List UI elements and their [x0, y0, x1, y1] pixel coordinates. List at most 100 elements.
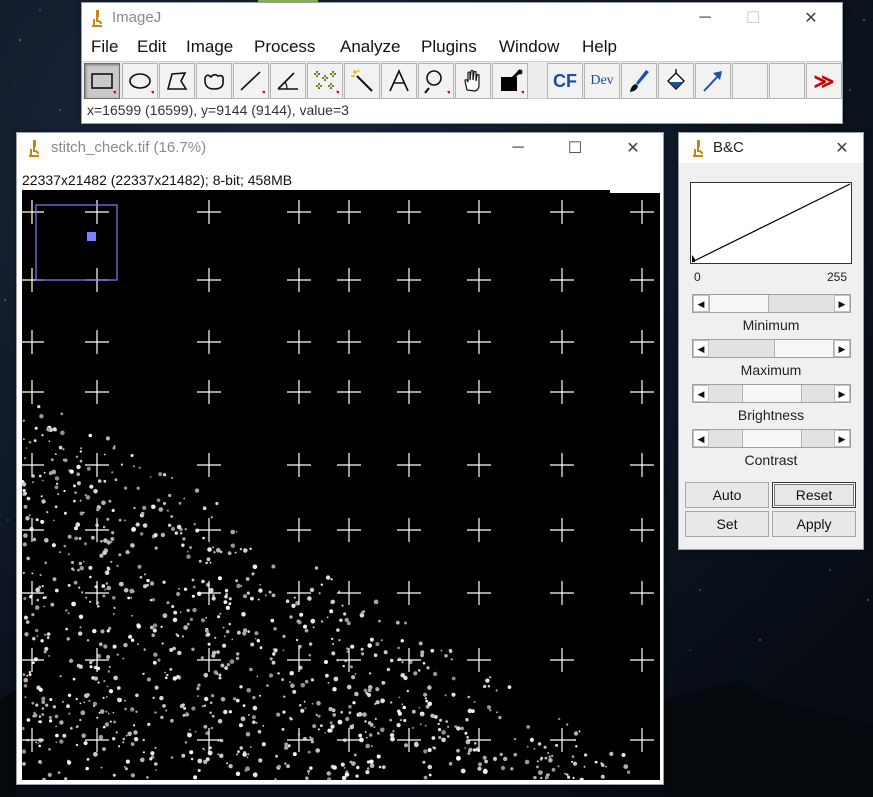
right-arrow-icon[interactable]: ▶	[834, 385, 850, 402]
grid-cross	[337, 581, 361, 605]
grid-cross	[85, 581, 109, 605]
minimum-slider[interactable]: ◀ ▶	[692, 294, 851, 313]
slider-thumb[interactable]	[709, 295, 769, 312]
right-arrow-icon[interactable]: ▶	[834, 430, 850, 447]
multipoint-tool[interactable]	[307, 63, 343, 99]
magnifier-tool[interactable]	[418, 63, 454, 99]
rectangle-tool[interactable]	[84, 63, 120, 99]
minimize-icon: ─	[699, 9, 711, 26]
grid-cross	[85, 518, 109, 542]
menu-file[interactable]: File	[91, 37, 119, 56]
image-close-button[interactable]: ✕	[610, 133, 656, 163]
slider-thumb[interactable]	[741, 385, 802, 402]
grid-cross	[197, 728, 221, 752]
contrast-label: Contrast	[744, 452, 798, 468]
image-titlebar[interactable]: stitch_check.tif (16.7%) ─ ☐ ✕	[17, 133, 663, 163]
close-button[interactable]: ✕	[788, 3, 834, 33]
grid-cross	[337, 380, 361, 404]
image-maximize-button[interactable]: ☐	[552, 133, 598, 163]
minimize-icon: ─	[512, 139, 524, 156]
left-arrow-icon[interactable]: ◀	[693, 430, 709, 447]
auto-button[interactable]: Auto	[685, 482, 769, 508]
left-arrow-icon[interactable]: ◀	[693, 295, 709, 312]
grid-cross	[467, 581, 491, 605]
grid-cross	[550, 330, 574, 354]
more-tools-menu[interactable]: ≫	[806, 63, 842, 99]
main-titlebar[interactable]: ImageJ ─ ☐ ✕	[82, 3, 842, 33]
image-minimize-button[interactable]: ─	[495, 133, 541, 163]
maximize-icon: ☐	[745, 10, 761, 27]
grid-cross	[467, 268, 491, 292]
arrow-tool[interactable]	[695, 63, 731, 99]
flood-fill-tool[interactable]	[658, 63, 694, 99]
grid-cross	[550, 453, 574, 477]
oval-tool[interactable]	[122, 63, 158, 99]
grid-cross	[287, 380, 311, 404]
image-canvas[interactable]	[22, 190, 660, 780]
grid-cross	[630, 453, 654, 477]
navigator-overlay	[35, 204, 118, 281]
menu-process[interactable]: Process	[254, 37, 316, 56]
menu-image[interactable]: Image	[186, 37, 234, 56]
microscope-icon	[92, 10, 102, 27]
grid-cross	[197, 330, 221, 354]
scroll-tool[interactable]	[455, 63, 491, 99]
color-picker-tool[interactable]	[492, 63, 528, 99]
brush-tool[interactable]	[621, 63, 657, 99]
grid-cross	[197, 268, 221, 292]
maximum-slider[interactable]: ◀ ▶	[692, 339, 851, 358]
contrast-slider[interactable]: ◀ ▶	[692, 429, 851, 448]
polygon-tool[interactable]	[159, 63, 195, 99]
right-arrow-icon[interactable]: ▶	[834, 340, 850, 357]
grid-cross	[397, 330, 421, 354]
minimize-button[interactable]: ─	[682, 3, 728, 33]
grid-cross	[337, 518, 361, 542]
navigator-box	[35, 204, 118, 281]
grid-cross	[397, 380, 421, 404]
grid-cross	[197, 518, 221, 542]
cf-tool[interactable]: CF	[547, 63, 583, 99]
set-button[interactable]: Set	[685, 511, 769, 537]
left-arrow-icon[interactable]: ◀	[693, 340, 709, 357]
bc-close-button[interactable]: ✕	[819, 133, 865, 163]
grid-cross	[22, 581, 44, 605]
bc-titlebar[interactable]: B&C ✕	[679, 133, 863, 163]
slider-thumb[interactable]	[741, 430, 802, 447]
dev-tool[interactable]: Dev	[584, 63, 620, 99]
freehand-tool[interactable]	[196, 63, 232, 99]
grid-cross	[287, 581, 311, 605]
histogram-plot	[690, 182, 852, 264]
grid-cross	[85, 728, 109, 752]
bc-window: B&C ✕ 0 255 ◀ ▶ Minimum ◀ ▶ Maximum ◀ ▶ …	[678, 132, 864, 550]
grid-cross	[85, 648, 109, 672]
text-tool[interactable]	[381, 63, 417, 99]
line-tool[interactable]	[233, 63, 269, 99]
grid-cross	[197, 453, 221, 477]
brightness-slider[interactable]: ◀ ▶	[692, 384, 851, 403]
menu-edit[interactable]: Edit	[137, 37, 167, 56]
maximize-button[interactable]: ☐	[730, 3, 776, 33]
histogram-max-label: 255	[827, 270, 848, 284]
right-arrow-icon[interactable]: ▶	[834, 295, 850, 312]
menu-help[interactable]: Help	[582, 37, 617, 56]
minimum-label: Minimum	[742, 317, 800, 333]
reset-button[interactable]: Reset	[772, 482, 856, 508]
close-icon: ✕	[804, 10, 818, 27]
apply-button[interactable]: Apply	[772, 511, 856, 537]
slider-thumb[interactable]	[774, 340, 834, 357]
menu-plugins[interactable]: Plugins	[421, 37, 477, 56]
wand-tool[interactable]	[344, 63, 380, 99]
dev-label: Dev	[590, 73, 614, 88]
grid-cross	[22, 453, 44, 477]
grid-cross	[287, 453, 311, 477]
menu-window[interactable]: Window	[499, 37, 560, 56]
grid-cross	[397, 453, 421, 477]
grid-cross	[630, 380, 654, 404]
grid-cross	[197, 200, 221, 224]
left-arrow-icon[interactable]: ◀	[693, 385, 709, 402]
menu-analyze[interactable]: Analyze	[340, 37, 401, 56]
nuclei-layer	[22, 405, 631, 780]
angle-tool[interactable]	[270, 63, 306, 99]
grid-cross	[337, 330, 361, 354]
image-info-line: 22337x21482 (22337x21482); 8-bit; 458MB	[22, 172, 293, 188]
